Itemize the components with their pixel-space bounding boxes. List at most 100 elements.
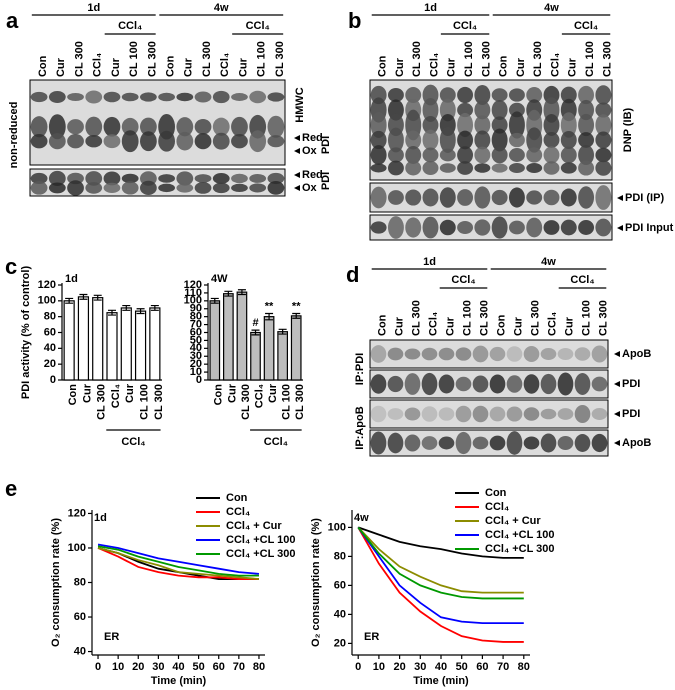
arrowhead xyxy=(294,172,300,178)
lane-label: CL 300 xyxy=(532,41,544,77)
blot-band xyxy=(405,217,422,238)
y-tick-label: 110 xyxy=(184,287,202,299)
data-line xyxy=(357,526,524,559)
lane-label: Con xyxy=(376,314,388,336)
right-label: PDI xyxy=(320,136,332,154)
blot-band xyxy=(176,183,194,193)
x-tick-label: CL 300 xyxy=(153,384,165,420)
blot-band xyxy=(438,347,455,361)
blot-band xyxy=(557,348,574,360)
blot-band xyxy=(85,90,103,104)
x-tick-label: 70 xyxy=(497,661,509,673)
data-line xyxy=(357,526,524,643)
x-tick-label: 20 xyxy=(393,661,405,673)
blot-band xyxy=(474,219,491,236)
bar xyxy=(277,331,288,381)
group-label: CCl₄ xyxy=(264,436,288,448)
blot-band xyxy=(370,163,387,173)
y-axis-label: PDI activity (% of control) xyxy=(20,266,32,400)
x-tick-label: 60 xyxy=(476,661,488,673)
blot-band xyxy=(405,189,422,206)
right-label: Red xyxy=(302,132,323,144)
side-label: non-reduced xyxy=(8,102,20,169)
blot-band xyxy=(540,433,557,453)
blot-band xyxy=(439,87,456,103)
blot-band xyxy=(194,119,212,135)
right-label: PDI Input xyxy=(625,222,674,234)
side-label: IP:ApoB xyxy=(354,406,366,449)
blot-band xyxy=(591,433,608,453)
lane-label: CL 100 xyxy=(128,41,140,77)
panel-letter: e xyxy=(5,476,17,501)
chart-label: 1d xyxy=(65,273,78,285)
annotation: ** xyxy=(265,300,274,312)
right-label: ApoB xyxy=(622,437,651,449)
x-tick-label: 60 xyxy=(213,661,225,673)
x-tick-label: Cur xyxy=(124,383,136,403)
data-line xyxy=(357,526,524,624)
lane-label: CCl₄ xyxy=(427,312,439,336)
blot-band xyxy=(574,373,591,395)
x-tick-label: 40 xyxy=(435,661,447,673)
blot-band xyxy=(404,434,421,452)
blot-band xyxy=(103,171,121,186)
lane-label: Cur xyxy=(183,57,195,77)
blot-band xyxy=(422,188,439,207)
blot-band xyxy=(574,434,591,452)
x-tick-label: Cur xyxy=(81,383,93,403)
blot-band xyxy=(387,127,404,153)
x-tick-label: 20 xyxy=(132,661,144,673)
blot-band xyxy=(526,163,543,173)
lane-label: CL 300 xyxy=(411,41,423,77)
x-tick-label: CL 300 xyxy=(96,384,108,420)
blot-band xyxy=(30,181,48,195)
bar xyxy=(120,307,132,381)
y-tick-label: 0 xyxy=(50,374,56,386)
lane-label: Cur xyxy=(512,316,524,336)
right-label: Ox xyxy=(302,145,318,157)
blot-band xyxy=(455,431,472,455)
blot-background xyxy=(29,168,286,197)
blot-band xyxy=(523,345,540,363)
lane-label: Cur xyxy=(444,316,456,336)
blot-band xyxy=(422,216,439,239)
lane-label: CCl₄ xyxy=(219,53,231,77)
blot-band xyxy=(472,405,489,423)
x-tick-label: 30 xyxy=(152,661,164,673)
blot-band xyxy=(560,130,577,150)
blot-band xyxy=(560,112,577,138)
blot-band xyxy=(595,102,612,118)
blot-band xyxy=(474,163,491,173)
annotation: ** xyxy=(292,300,301,312)
error-bar xyxy=(79,293,88,300)
x-tick-label: CL 300 xyxy=(294,384,306,420)
x-tick-label: 80 xyxy=(253,661,265,673)
y-tick-label: 50 xyxy=(190,334,202,346)
blot-band xyxy=(595,85,612,105)
blot-band xyxy=(526,217,543,238)
blot-band xyxy=(543,189,560,206)
blot-band xyxy=(591,408,608,420)
blot-band xyxy=(48,182,66,194)
group-label: CCl₄ xyxy=(121,436,145,448)
lane-label: CCl₄ xyxy=(428,53,440,77)
x-tick-label: 40 xyxy=(172,661,184,673)
blot-band xyxy=(158,92,175,102)
blot-band xyxy=(457,221,474,234)
y-tick-label: 60 xyxy=(44,326,56,338)
error-bar xyxy=(122,304,131,311)
blot-band xyxy=(557,372,574,396)
lane-label: Con xyxy=(495,314,507,336)
blot-band xyxy=(508,162,525,174)
blot-band xyxy=(140,180,157,196)
blot-band xyxy=(439,219,456,236)
bar xyxy=(209,300,221,381)
blot-band xyxy=(249,183,267,193)
blot-band xyxy=(457,161,474,175)
blot-band xyxy=(457,189,474,206)
legend-label: CCl₄ +CL 100 xyxy=(485,529,555,541)
blot-band xyxy=(543,220,560,235)
y-tick-label: 20 xyxy=(190,358,202,370)
blot-band xyxy=(249,173,267,183)
error-bar xyxy=(278,328,287,335)
